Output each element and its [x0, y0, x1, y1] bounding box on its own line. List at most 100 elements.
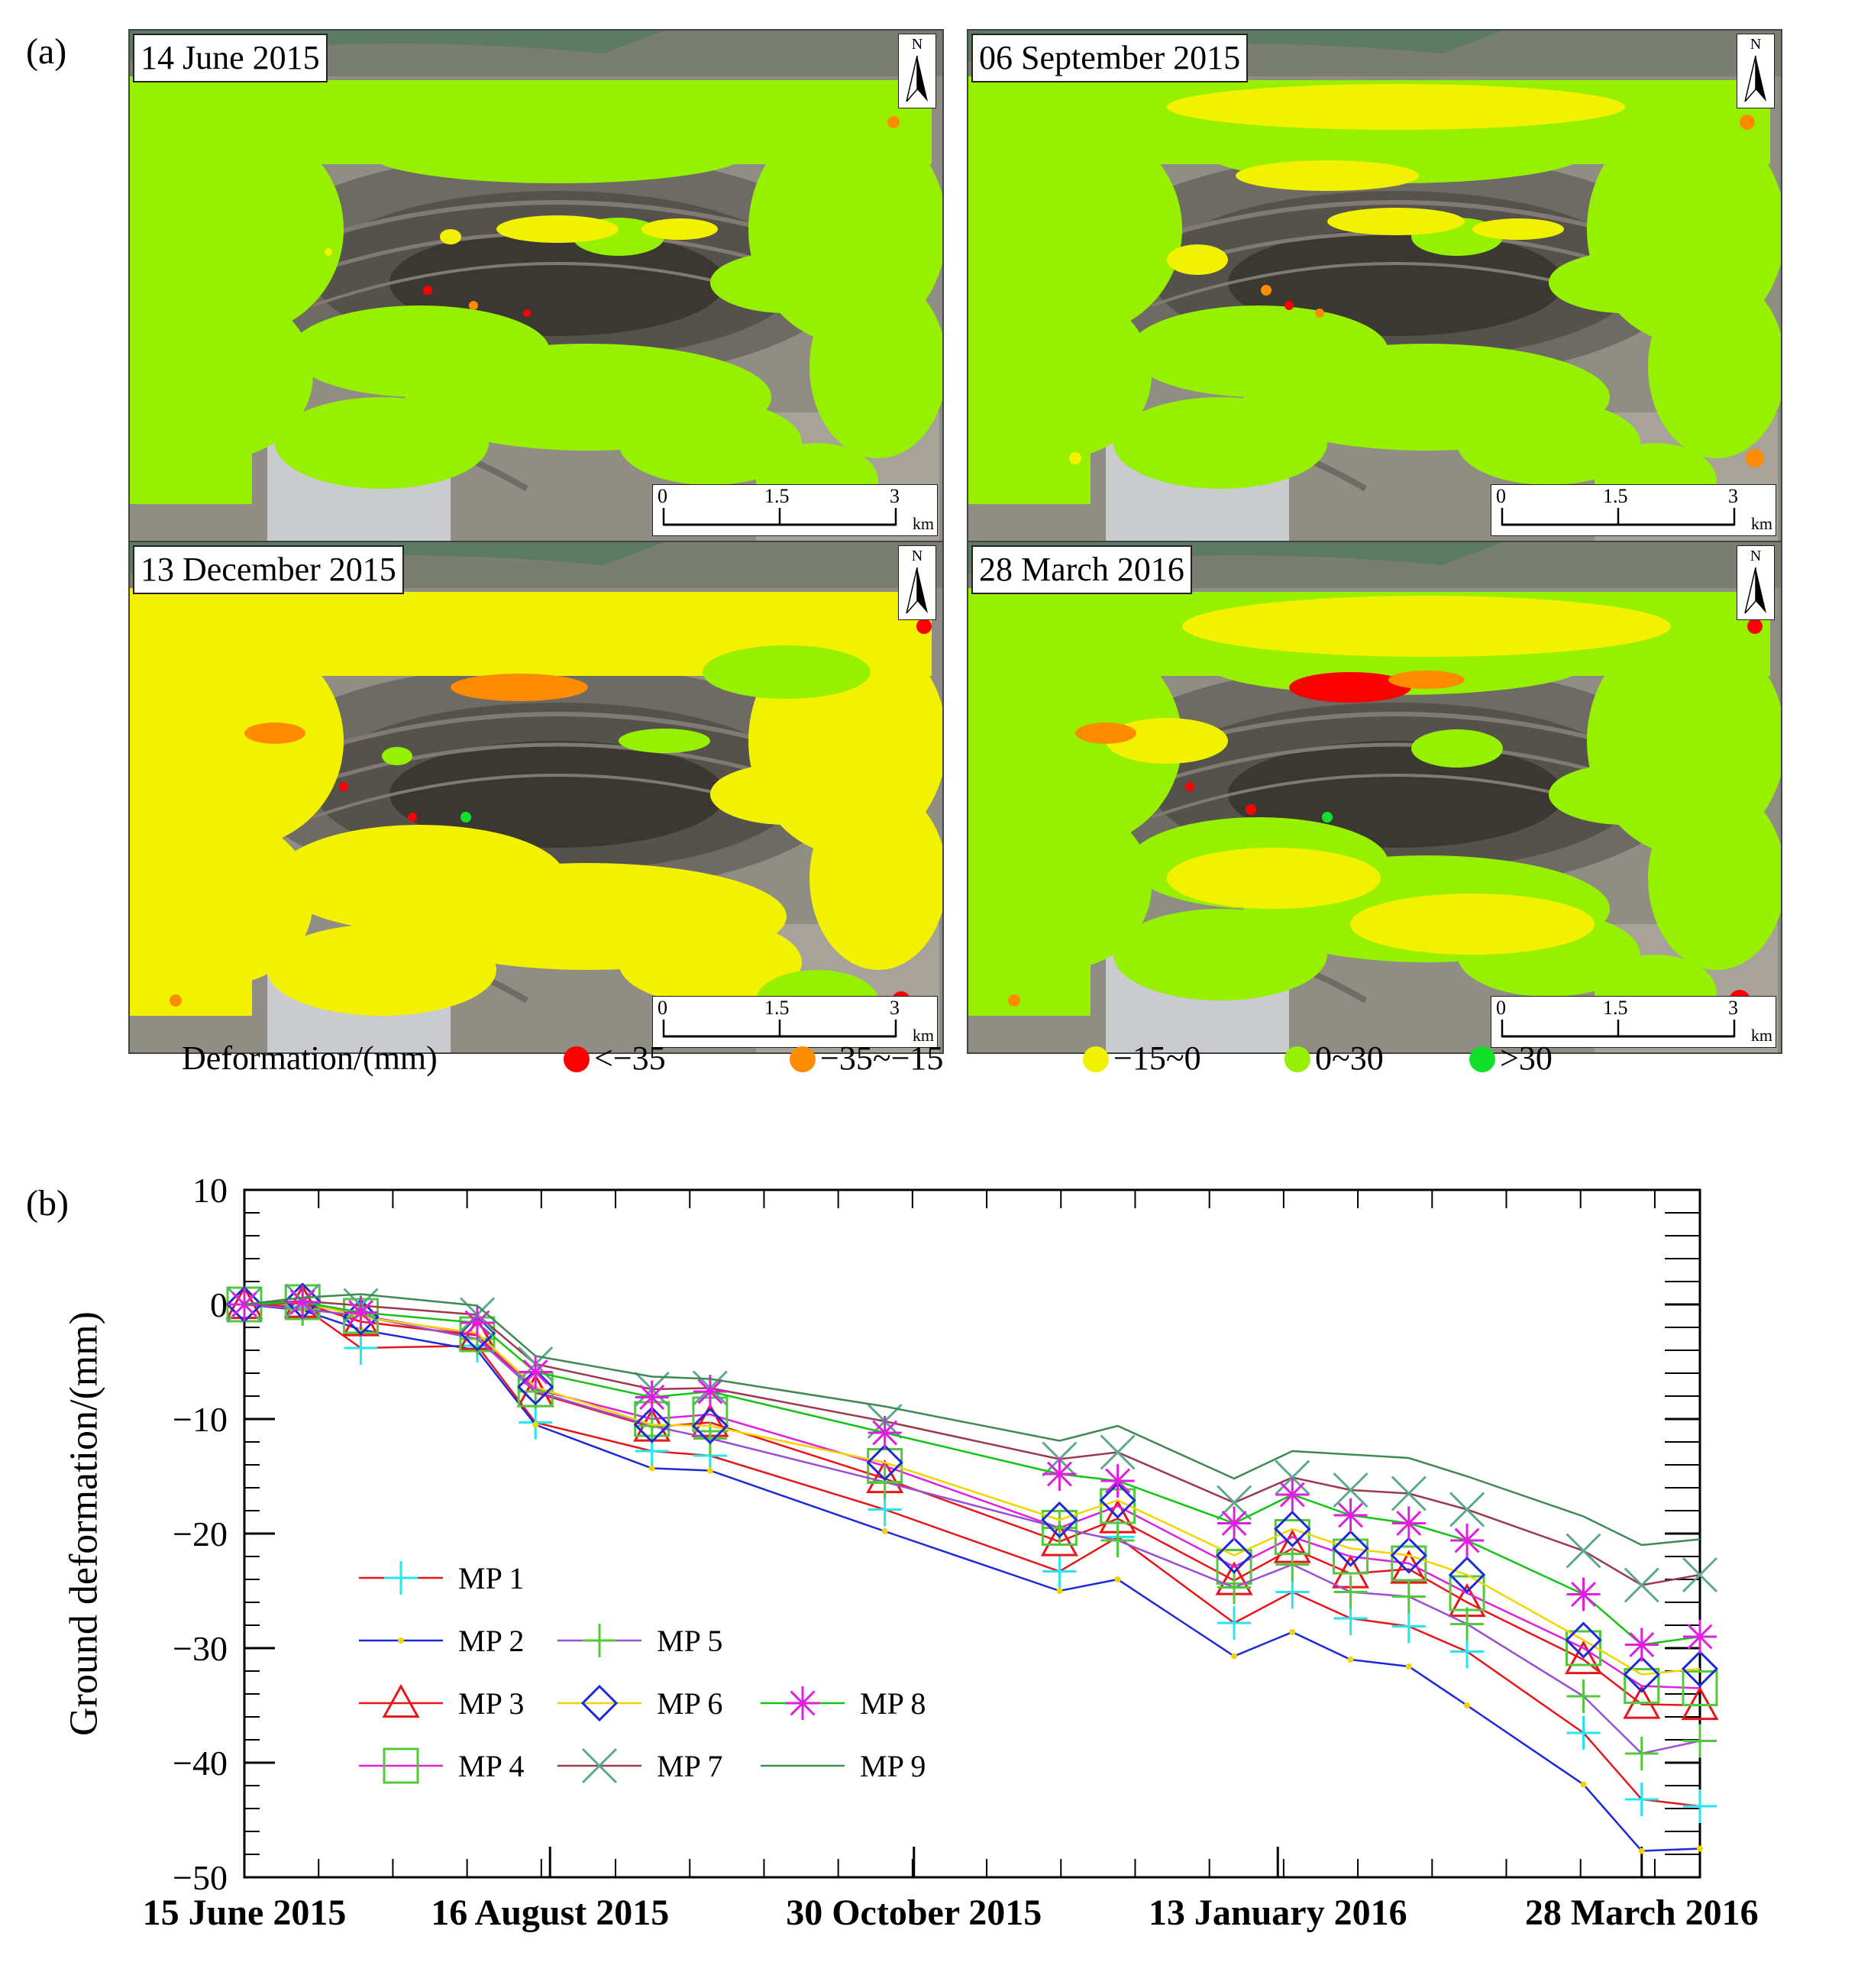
map-image: [968, 31, 1781, 541]
map-panel-2: 06 September 2015 N 0 1.5 3 km: [967, 29, 1782, 542]
deformation-legend: Deformation/(mm) <−35 −35~−15 −15~0 0~30…: [182, 1033, 1709, 1086]
north-label: N: [1750, 36, 1762, 53]
data-point-mp6: [1390, 1537, 1427, 1574]
data-point-mp8: [1450, 1524, 1485, 1557]
data-point-mp7: [1100, 1434, 1136, 1470]
scale-tick-0: 0: [1496, 485, 1506, 507]
data-point-mp3: [1390, 1550, 1428, 1584]
data-point-mp8: [693, 1375, 727, 1408]
data-point-mp6: [1448, 1556, 1486, 1594]
legend-label: MP 2: [458, 1624, 524, 1658]
legend-swatch: [1083, 1046, 1109, 1072]
data-point-mp7: [1391, 1476, 1427, 1511]
legend-marker: [382, 1683, 420, 1718]
data-point-mp2: [881, 1528, 888, 1534]
scale-tick-2: 3: [1728, 997, 1738, 1019]
data-point-mp4: [1682, 1670, 1718, 1706]
data-point-mp6: [691, 1407, 729, 1445]
data-point-mp8: [1100, 1464, 1135, 1498]
north-arrow-icon: N: [898, 34, 936, 108]
data-point-mp7: [1275, 1459, 1310, 1495]
data-point-mp8: [1683, 1620, 1717, 1653]
data-point-mp2: [648, 1465, 655, 1472]
data-point-mp5: [1217, 1570, 1252, 1605]
legend-label: MP 3: [458, 1686, 524, 1721]
y-tick-label: −20: [173, 1514, 228, 1553]
data-point-mp7: [1682, 1556, 1718, 1593]
data-point-mp2: [1405, 1663, 1412, 1670]
series-line-mp3: [244, 1302, 1700, 1707]
data-point-mp8: [635, 1380, 669, 1414]
data-point-mp6: [1332, 1530, 1369, 1567]
data-point-mp2: [1114, 1576, 1121, 1582]
data-point-mp5: [1391, 1579, 1426, 1614]
data-point-mp5: [868, 1465, 902, 1499]
data-point-mp2: [1231, 1653, 1238, 1660]
map-panel-1: 14 June 2015 N 0 1.5 3 km: [128, 29, 944, 542]
data-point-mp6: [1565, 1621, 1602, 1659]
data-point-mp8: [1624, 1628, 1659, 1662]
data-point-mp2: [1056, 1588, 1063, 1594]
data-point-mp8: [519, 1355, 553, 1389]
data-point-mp5: [1624, 1737, 1659, 1770]
series-line-mp2: [244, 1303, 1700, 1852]
scale-tick-0: 0: [658, 485, 667, 507]
scale-tick-0: 0: [658, 997, 667, 1019]
data-point-mp5: [1450, 1607, 1485, 1641]
data-point-mp5: [1042, 1511, 1077, 1545]
legend-marker: [384, 1561, 418, 1595]
legend-label: −15~0: [1113, 1039, 1201, 1077]
data-point-mp1: [1624, 1783, 1659, 1816]
scale-tick-1: 1.5: [1603, 997, 1628, 1019]
data-point-mp8: [1391, 1506, 1426, 1540]
y-tick-label: 0: [210, 1285, 228, 1324]
data-point-mp8: [460, 1306, 494, 1340]
data-point-mp2: [1464, 1702, 1471, 1708]
y-tick-label: −30: [173, 1629, 228, 1668]
data-point-mp5: [1566, 1679, 1601, 1713]
north-arrow-icon: N: [1737, 34, 1775, 108]
legend-marker: [398, 1637, 404, 1644]
legend-label: MP 9: [860, 1749, 926, 1783]
data-point-mp2: [532, 1421, 539, 1428]
north-arrow-icon: N: [1737, 545, 1775, 620]
data-point-mp8: [868, 1416, 902, 1450]
scale-tick-0: 0: [1496, 997, 1506, 1019]
scale-tick-2: 3: [890, 485, 900, 507]
legend-title: Deformation/(mm): [182, 1039, 438, 1077]
x-tick-label: 13 January 2016: [1149, 1893, 1407, 1933]
scale-tick-1: 1.5: [764, 997, 790, 1019]
y-axis-title: Ground deformation/(mm): [62, 1311, 106, 1736]
data-point-mp8: [344, 1295, 378, 1330]
data-point-mp6: [866, 1443, 903, 1482]
legend-marker: [580, 1684, 619, 1722]
data-point-mp7: [1566, 1533, 1601, 1569]
legend-item: −35~−15: [790, 1039, 943, 1078]
data-point-mp1: [344, 1331, 378, 1365]
scale-tick-1: 1.5: [1603, 485, 1628, 507]
map-date-label: 14 June 2015: [133, 34, 328, 82]
data-point-mp2: [1580, 1781, 1587, 1788]
legend-label: >30: [1500, 1039, 1553, 1077]
legend-swatch: [790, 1046, 816, 1072]
scale-bar: 0 1.5 3 km: [652, 996, 938, 1048]
data-point-mp4: [1566, 1630, 1602, 1666]
legend-label: MP 4: [458, 1749, 524, 1783]
scale-unit: km: [1750, 514, 1772, 533]
series-line-mp7: [244, 1300, 1700, 1586]
data-point-mp6: [633, 1406, 670, 1443]
data-point-mp3: [1040, 1522, 1078, 1556]
legend-marker: [786, 1686, 819, 1720]
north-label: N: [911, 548, 923, 564]
data-point-mp1: [1042, 1554, 1077, 1589]
data-point-mp3: [1681, 1686, 1719, 1721]
series-line-mp6: [244, 1300, 1700, 1676]
scale-tick-1: 1.5: [764, 485, 790, 507]
data-point-mp1: [1566, 1716, 1601, 1750]
panel-a-label: (a): [26, 31, 67, 72]
x-tick-label: 28 March 2016: [1525, 1893, 1759, 1933]
map-panel-4: 28 March 2016 N 0 1.5 3 km: [967, 541, 1782, 1054]
x-tick-label: 30 October 2015: [786, 1893, 1042, 1933]
data-point-mp8: [286, 1285, 320, 1319]
